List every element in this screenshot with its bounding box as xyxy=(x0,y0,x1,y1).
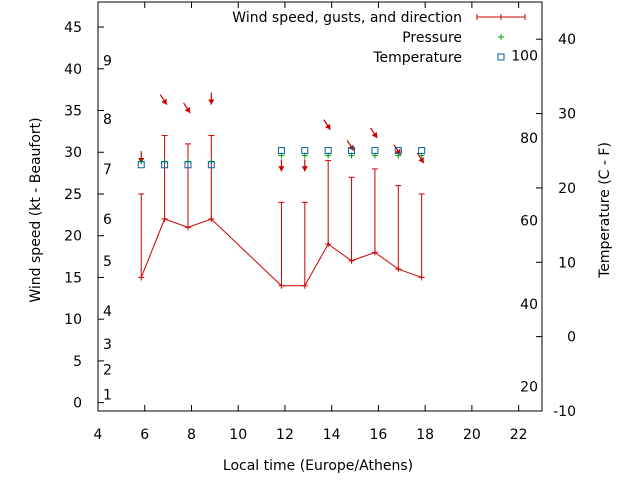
y-tick-label: 45 xyxy=(64,20,82,36)
legend: Wind speed, gusts, and direction Pressure… xyxy=(232,10,526,66)
x-tick-label: 18 xyxy=(416,427,434,443)
fahrenheit-label: 40 xyxy=(520,297,538,313)
x-tick-label: 10 xyxy=(229,427,247,443)
temperature-point xyxy=(371,147,379,155)
y2-axis-ticks: -10 0 10 20 30 40 xyxy=(536,32,576,420)
y2-tick-label: 10 xyxy=(558,255,576,271)
x-tick-label: 20 xyxy=(463,427,481,443)
x-tick-label: 12 xyxy=(276,427,294,443)
y-tick-label: 10 xyxy=(64,312,82,328)
wind-arrow-head xyxy=(371,132,378,139)
y-tick-label: 5 xyxy=(73,354,82,370)
beaufort-label: 9 xyxy=(103,53,112,69)
legend-label: Wind speed, gusts, and direction xyxy=(232,10,462,26)
legend-square-symbol xyxy=(497,53,505,61)
y-tick-label: 30 xyxy=(64,145,82,161)
wind-arrow-head xyxy=(324,123,331,130)
x-tick-label: 14 xyxy=(323,427,341,443)
fahrenheit-label: 80 xyxy=(520,131,538,147)
beaufort-label: 8 xyxy=(103,112,112,128)
fahrenheit-scale-labels: 20 40 60 80 100 xyxy=(511,49,538,396)
temperature-point xyxy=(161,161,169,169)
y2-axis-label: Temperature (C - F) xyxy=(597,142,613,279)
x-axis-label: Local time (Europe/Athens) xyxy=(223,458,413,474)
temperature-point xyxy=(277,147,285,155)
x-axis-ticks: 4 6 8 10 12 14 16 18 20 22 xyxy=(94,2,528,443)
plot-frame xyxy=(97,1,543,412)
y-tick-label: 20 xyxy=(64,229,82,245)
wind-arrow-head xyxy=(278,166,285,172)
y-tick-label: 35 xyxy=(64,104,82,120)
wind-arrow-head xyxy=(301,166,308,172)
beaufort-label: 3 xyxy=(103,337,112,353)
temperature-point xyxy=(418,147,426,155)
temperature-point xyxy=(301,147,309,155)
x-tick-label: 16 xyxy=(370,427,388,443)
temperature-point xyxy=(184,161,192,169)
temperature-series xyxy=(137,147,426,169)
wind-arrow-head xyxy=(184,107,191,114)
wind-series xyxy=(138,92,425,289)
temperature-point xyxy=(207,161,215,169)
y-tick-label: 25 xyxy=(64,187,82,203)
beaufort-scale-labels: 1 2 3 4 5 6 7 8 9 xyxy=(103,53,112,403)
wind-arrow-head xyxy=(418,157,424,164)
beaufort-label: 2 xyxy=(103,362,112,378)
fahrenheit-label: 100 xyxy=(511,49,538,65)
beaufort-label: 6 xyxy=(103,212,112,228)
legend-label: Temperature xyxy=(372,50,462,66)
beaufort-label: 1 xyxy=(103,387,112,403)
beaufort-label: 4 xyxy=(103,304,112,320)
y2-tick-label: -10 xyxy=(553,404,576,420)
x-tick-label: 22 xyxy=(510,427,528,443)
y-tick-label: 15 xyxy=(64,270,82,286)
wind-arrow-head xyxy=(208,99,215,105)
temperature-point xyxy=(324,147,332,155)
x-tick-label: 4 xyxy=(94,427,103,443)
wind-arrow-head xyxy=(161,98,167,105)
y-axis-ticks: 0 5 10 15 20 25 30 35 40 45 xyxy=(64,20,104,412)
x-tick-label: 8 xyxy=(187,427,196,443)
y-axis-label: Wind speed (kt - Beaufort) xyxy=(28,117,44,302)
temperature-point xyxy=(348,147,356,155)
y2-tick-label: 40 xyxy=(558,32,576,48)
temperature-point xyxy=(137,161,145,169)
x-tick-label: 6 xyxy=(140,427,149,443)
y2-tick-label: 0 xyxy=(567,330,576,346)
fahrenheit-label: 20 xyxy=(520,379,538,395)
y-tick-label: 0 xyxy=(73,396,82,412)
y2-tick-label: 30 xyxy=(558,107,576,123)
legend-label: Pressure xyxy=(402,30,462,46)
y2-tick-label: 20 xyxy=(558,181,576,197)
beaufort-label: 5 xyxy=(103,254,112,270)
y-tick-label: 40 xyxy=(64,62,82,78)
temperature-point xyxy=(394,147,402,155)
beaufort-label: 7 xyxy=(103,162,112,178)
fahrenheit-label: 60 xyxy=(520,214,538,230)
